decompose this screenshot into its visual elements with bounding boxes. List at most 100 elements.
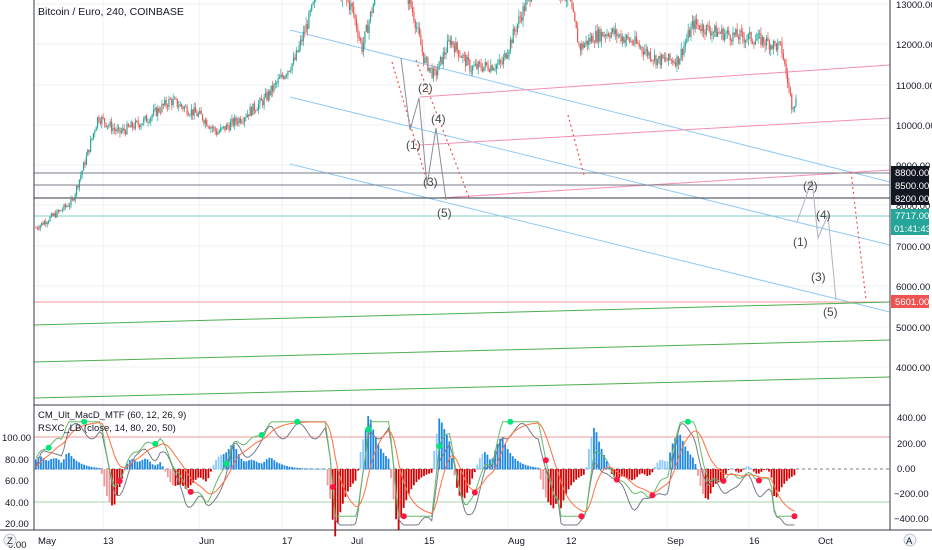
candle-body — [309, 10, 311, 13]
candle-body — [479, 62, 481, 64]
log-scale-button[interactable]: Z — [3, 533, 17, 547]
candle-body — [497, 63, 499, 65]
macd-bar — [329, 469, 332, 499]
macd-bar — [676, 435, 679, 470]
candle-body — [758, 33, 761, 34]
candle-body — [409, 0, 411, 4]
candle-body — [280, 74, 282, 78]
candle-body — [46, 222, 48, 225]
candle-body — [572, 8, 575, 13]
macd-bar — [35, 459, 37, 470]
macd-bar — [204, 469, 207, 482]
candle-body — [131, 122, 134, 128]
candle-body — [347, 0, 349, 2]
macd-bar — [42, 458, 45, 470]
candle-body — [732, 32, 734, 42]
candle-body — [778, 41, 780, 43]
candle-body — [446, 40, 449, 53]
time-axis[interactable]: May 13 Jun 17 Jul 15 Aug 12 Sep 16 Oct — [38, 536, 833, 547]
trend-lines[interactable] — [33, 29, 891, 399]
candle-body — [374, 0, 376, 5]
macd-bar — [544, 469, 547, 498]
auto-scale-button[interactable]: A — [903, 533, 917, 547]
candle-body — [641, 46, 643, 51]
macd-bar — [93, 467, 96, 470]
candle-body — [640, 46, 642, 48]
candle-body — [761, 36, 763, 45]
candle-body — [92, 133, 94, 139]
time-label: May — [38, 536, 56, 547]
macd-bar — [40, 456, 42, 470]
candle-body — [175, 98, 177, 100]
cross-dot — [152, 440, 159, 447]
macd-bar — [316, 468, 319, 470]
macd-bar — [620, 469, 623, 477]
macd-tick: 0.00 — [897, 464, 916, 475]
candle-body — [591, 35, 593, 42]
candle-body — [96, 117, 99, 128]
projected-wave-path — [796, 179, 837, 301]
candle-body — [204, 120, 206, 124]
candle-body — [714, 25, 716, 32]
candle-body — [84, 162, 86, 165]
macd-bar — [98, 467, 101, 470]
macd-bar — [542, 469, 545, 490]
cross-dot — [649, 492, 656, 499]
candle-body — [768, 40, 770, 50]
macd-bar — [83, 464, 85, 470]
rsx-axis[interactable]: 100.00 80.00 60.00 40.00 20.00 0.00 — [2, 433, 31, 550]
candle-body — [186, 106, 188, 115]
candle-body — [94, 131, 96, 134]
proj-wave-label-4: (4) — [816, 208, 831, 222]
macd-bar — [587, 449, 590, 470]
price-pane[interactable] — [34, 0, 890, 405]
macd-axis[interactable]: 400.00 200.00 0.00 −200.00 −400.00 — [894, 413, 929, 525]
candle-body — [227, 124, 229, 127]
candle-body — [473, 65, 475, 67]
macd-bar — [570, 469, 573, 486]
candle-body — [372, 4, 374, 13]
candle-body — [413, 12, 415, 21]
candle-body — [194, 107, 197, 113]
price-tick: 13000.00 — [896, 0, 932, 11]
price-tick: 12000.00 — [896, 40, 932, 51]
candle-body — [162, 103, 164, 106]
candle-body — [43, 221, 45, 225]
tag-last-price: 7717.00 — [891, 209, 929, 222]
candle-body — [253, 103, 255, 111]
candle-body — [239, 118, 241, 123]
price-candles[interactable] — [35, 0, 797, 232]
candle-body — [152, 109, 155, 115]
elliott-wave-path — [400, 57, 447, 201]
price-axis[interactable]: 13000.00 12000.00 11000.00 10000.00 9000… — [896, 0, 932, 374]
macd-bar — [549, 469, 552, 506]
macd-bar — [714, 469, 717, 484]
candle-body — [169, 98, 171, 100]
macd-bar — [141, 459, 144, 470]
indicator-pane[interactable] — [34, 416, 890, 537]
indicator-macd-label[interactable]: CM_Ult_MacD_MTF (60, 12, 26, 9) — [38, 410, 187, 421]
candle-body — [45, 221, 47, 225]
macd-bar — [232, 444, 235, 470]
candle-body — [451, 41, 453, 45]
macd-bar — [691, 457, 694, 470]
macd-bar — [476, 464, 479, 470]
macd-bar — [347, 469, 349, 492]
macd-bar — [608, 467, 611, 470]
macd-bar — [37, 456, 40, 470]
candle-body — [686, 39, 688, 43]
macd-bar — [613, 469, 616, 478]
macd-bar — [217, 456, 220, 470]
candle-body — [705, 24, 707, 35]
candle-body — [56, 210, 58, 218]
candle-body — [242, 121, 244, 123]
macd-bar — [653, 466, 656, 470]
candle-body — [712, 31, 714, 34]
macd-bar — [638, 469, 641, 475]
proj-wave-label-1: (1) — [793, 235, 808, 249]
indicator-rsx-label[interactable]: RSXC_LB (close, 14, 80, 20, 50) — [38, 423, 176, 434]
macd-bar — [197, 469, 200, 478]
macd-bar — [270, 458, 273, 470]
candle-body — [126, 123, 128, 135]
macd-bar — [212, 464, 215, 470]
